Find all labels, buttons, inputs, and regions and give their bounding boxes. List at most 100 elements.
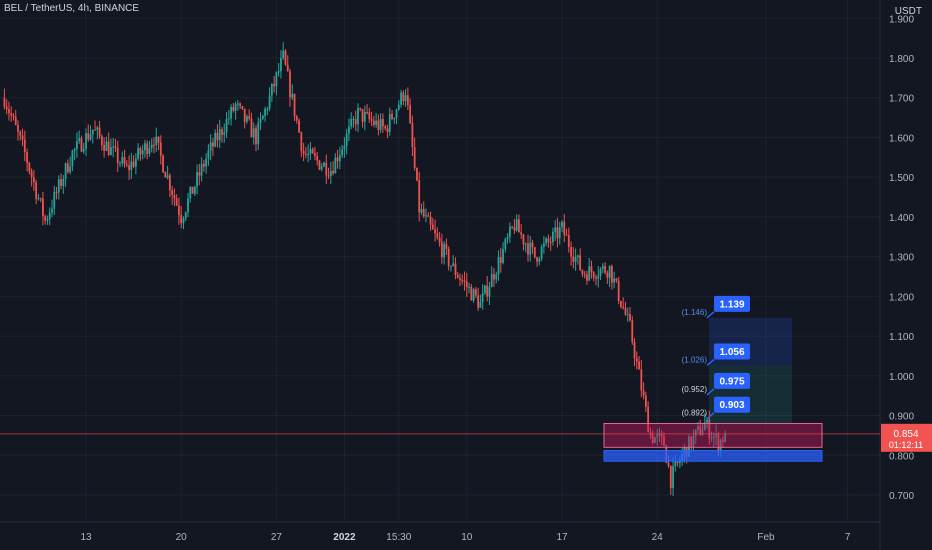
candle-body <box>488 287 491 297</box>
candle-body <box>676 461 679 464</box>
candle-body <box>270 83 273 96</box>
candle-body <box>178 205 180 216</box>
candle-body <box>137 148 140 159</box>
candle-body <box>175 198 178 206</box>
candle-body <box>96 127 99 130</box>
candle-body <box>409 105 412 123</box>
candle-body <box>583 274 586 276</box>
target-label: 0.903 <box>719 400 744 411</box>
candle-body <box>438 237 441 243</box>
target-pointer <box>706 311 715 319</box>
candle-body <box>504 239 507 250</box>
candle-body <box>107 141 110 156</box>
candle-body <box>529 242 532 255</box>
candle-body <box>223 132 226 135</box>
candle-body <box>386 128 389 132</box>
candle-body <box>173 195 176 199</box>
candle-body <box>166 175 169 178</box>
candle-body <box>688 436 690 457</box>
candle-body <box>153 144 155 146</box>
candle-body <box>361 109 364 122</box>
candle-body <box>141 150 144 155</box>
candle-body <box>484 285 486 294</box>
candle-body <box>193 186 196 194</box>
candle-body <box>320 166 323 170</box>
candle-body <box>422 208 425 217</box>
candle-body <box>200 163 203 176</box>
candle-body <box>164 172 167 178</box>
candle-body <box>105 141 108 151</box>
candle-body <box>404 95 407 101</box>
candle-body <box>266 108 269 110</box>
candle-body <box>35 182 38 199</box>
candle-body <box>69 166 72 173</box>
candle-body <box>148 148 151 154</box>
candle-body <box>10 113 13 116</box>
candle-body <box>259 119 262 123</box>
candle-body <box>552 231 554 243</box>
candle-body <box>202 163 205 167</box>
target-label-box <box>714 343 750 360</box>
candle-body <box>329 170 332 177</box>
candle-body <box>416 167 418 181</box>
candle-body <box>250 118 253 138</box>
candle-body <box>139 148 142 155</box>
candle-body <box>277 71 280 73</box>
candle-body <box>114 146 117 148</box>
candle-body <box>708 419 711 439</box>
target-label: 1.139 <box>719 299 744 310</box>
candle-body <box>561 221 563 228</box>
candle-body <box>651 435 654 443</box>
candle-body <box>293 93 296 117</box>
candle-body <box>601 265 604 269</box>
candle-body <box>212 142 214 147</box>
candle-body <box>554 227 557 232</box>
candle-body <box>518 219 520 233</box>
candle-body <box>71 150 74 167</box>
candle-body <box>629 314 631 321</box>
candle-body <box>46 219 49 221</box>
price-tick-label: 0.900 <box>889 412 914 423</box>
entry-zone <box>603 422 823 448</box>
candle-body <box>73 149 76 151</box>
candle-body <box>694 429 697 436</box>
candle-body <box>515 219 518 231</box>
price-tick-label: 1.900 <box>889 14 914 25</box>
candle-body <box>493 274 495 280</box>
candle-body <box>719 439 722 452</box>
candle-body <box>87 133 90 140</box>
candle-body <box>94 129 96 131</box>
candle-body <box>60 179 62 186</box>
candle-body <box>638 361 640 370</box>
candle-body <box>275 72 278 87</box>
candle-body <box>91 129 94 135</box>
candle-body <box>289 71 291 98</box>
candle-body <box>123 157 126 165</box>
candle-body <box>112 146 115 148</box>
candle-body <box>21 135 24 140</box>
candle-body <box>243 108 246 122</box>
candle-body <box>465 281 468 288</box>
candle-body <box>232 106 235 111</box>
candle-body <box>180 215 183 224</box>
candle-body <box>556 227 559 239</box>
candle-body <box>631 320 634 343</box>
candle-body <box>314 153 316 156</box>
candle-body <box>239 103 242 106</box>
candle-body <box>282 50 285 59</box>
candle-body <box>216 132 219 141</box>
candle-body <box>724 433 727 442</box>
candle-body <box>354 119 357 125</box>
candle-body <box>162 155 164 173</box>
candle-body <box>64 163 67 179</box>
candle-body <box>706 419 708 423</box>
candle-body <box>495 274 498 280</box>
candle-body <box>586 274 588 281</box>
candle-body <box>402 92 405 101</box>
target-level-label: (1.146) <box>682 308 708 317</box>
candle-body <box>332 170 334 174</box>
candle-body <box>722 439 724 442</box>
candle-body <box>497 257 500 275</box>
candle-body <box>12 115 15 117</box>
